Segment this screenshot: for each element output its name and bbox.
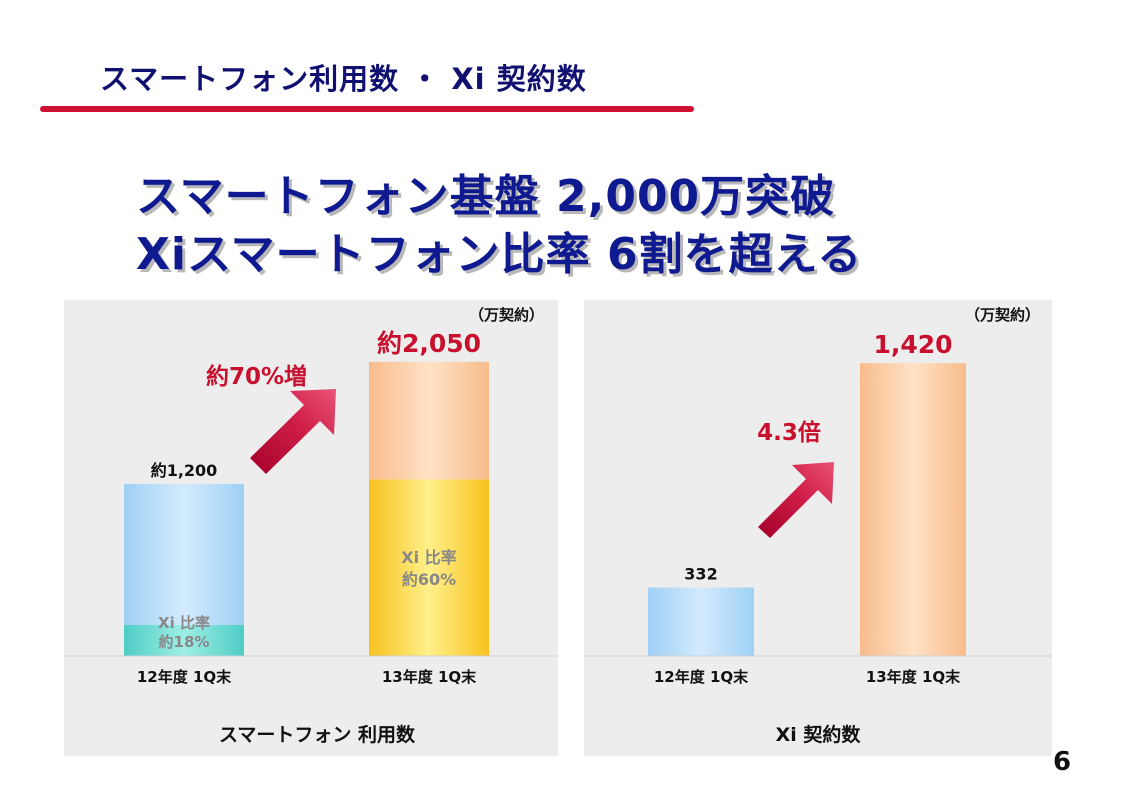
unit-label: （万契約） [469,306,544,324]
growth-label: 4.3倍 [757,419,821,446]
xi-share-value-13q1: 約60% [402,570,456,589]
unit-label: （万契約） [965,306,1040,324]
page-number: 6 [1053,747,1072,777]
xi-share-label-12q1: Xi 比率 [158,614,210,632]
bar-xi-13q1 [860,363,966,656]
growth-arrow-icon [250,389,336,474]
xi-share-label-13q1: Xi 比率 [401,548,456,567]
value-label-12q1: 332 [684,565,717,584]
value-label-12q1: 約1,200 [151,461,218,480]
chart-title: スマートフォン 利用数 [219,723,416,746]
value-label-13q1: 1,420 [873,330,952,359]
bar-xi-12q1 [124,625,244,656]
bar-xi-12q1 [648,587,754,656]
growth-arrow-icon [758,462,834,538]
smartphone-chart-panel: （万契約） 約70%増 約1,200 約2,050 Xi 比率 約18% Xi … [64,300,558,756]
smartphone-chart: （万契約） 約70%増 約1,200 約2,050 Xi 比率 約18% Xi … [64,306,558,746]
header-title: スマートフォン利用数 ・ Xi 契約数 [100,62,587,96]
headline-line-2: Xiスマートフォン比率 6割を超える [136,229,863,280]
xi-share-value-12q1: 約18% [159,633,210,651]
value-label-13q1: 約2,050 [377,329,481,358]
xi-chart-panel: （万契約） 4.3倍 332 1,420 12年度 1Q末 13年度 1Q末 X… [584,300,1052,756]
bar-xi-13q1 [369,479,489,656]
chart-title: Xi 契約数 [776,723,862,746]
headline-line-1: スマートフォン基盤 2,000万突破 [136,171,836,222]
growth-label: 約70%増 [206,363,307,390]
x-tick-13q1: 13年度 1Q末 [866,668,961,686]
x-tick-12q1: 12年度 1Q末 [137,668,232,686]
xi-chart: （万契約） 4.3倍 332 1,420 12年度 1Q末 13年度 1Q末 X… [584,306,1052,746]
x-tick-12q1: 12年度 1Q末 [654,668,749,686]
x-tick-13q1: 13年度 1Q末 [382,668,477,686]
header-rule [40,106,694,112]
